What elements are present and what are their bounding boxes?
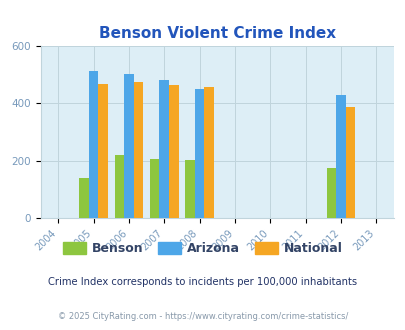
Bar xyxy=(168,85,178,218)
Bar xyxy=(159,80,168,218)
Bar xyxy=(98,84,108,218)
Bar xyxy=(79,178,89,218)
Text: © 2025 CityRating.com - https://www.cityrating.com/crime-statistics/: © 2025 CityRating.com - https://www.city… xyxy=(58,312,347,321)
Bar xyxy=(124,74,133,218)
Title: Benson Violent Crime Index: Benson Violent Crime Index xyxy=(98,26,335,41)
Text: Crime Index corresponds to incidents per 100,000 inhabitants: Crime Index corresponds to incidents per… xyxy=(48,277,357,287)
Bar xyxy=(326,168,335,218)
Legend: Benson, Arizona, National: Benson, Arizona, National xyxy=(58,237,347,260)
Bar xyxy=(89,71,98,218)
Bar xyxy=(345,107,354,218)
Bar xyxy=(194,89,204,218)
Bar xyxy=(149,159,159,218)
Bar xyxy=(114,155,124,218)
Bar xyxy=(204,87,213,218)
Bar xyxy=(133,82,143,218)
Bar xyxy=(335,95,345,218)
Bar xyxy=(185,160,194,218)
